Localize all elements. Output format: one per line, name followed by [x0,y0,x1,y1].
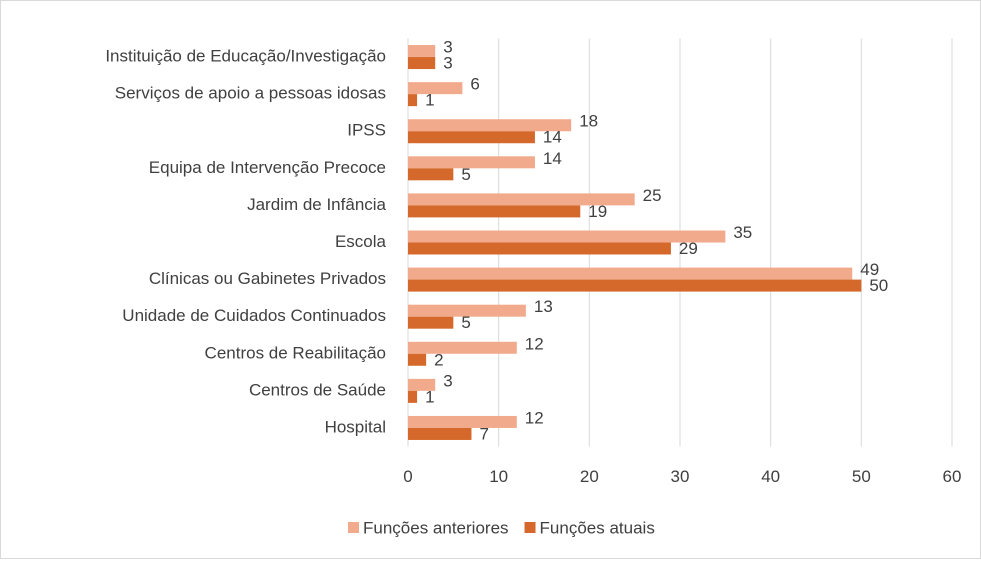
data-label: 12 [525,334,544,353]
y-tick-label: Clínicas ou Gabinetes Privados [149,269,386,288]
x-tick-label: 0 [403,467,412,486]
bar [408,119,572,132]
data-label: 13 [534,297,553,316]
y-tick-label: Hospital [325,417,386,436]
data-label: 1 [425,91,434,110]
legend-swatch [348,522,359,533]
data-label: 19 [588,202,607,221]
bar [408,230,726,243]
bar [408,242,671,255]
data-label: 50 [869,276,888,295]
bar [408,45,436,58]
data-label: 2 [434,350,443,369]
y-tick-label: Unidade de Cuidados Continuados [122,306,386,325]
bar [408,82,463,95]
bar [408,168,454,181]
data-label: 5 [461,165,470,184]
data-label: 7 [479,424,488,443]
y-tick-label: Equipa de Intervenção Precoce [149,158,386,177]
y-tick-label: IPSS [347,121,386,140]
bar [408,341,517,354]
data-label: 6 [470,75,479,94]
legend-swatch [524,522,536,533]
y-tick-label: Escola [335,232,387,251]
data-label: 1 [425,387,434,406]
data-label: 35 [733,223,752,242]
data-label: 3 [443,38,452,57]
y-tick-label: Centros de Saúde [249,380,386,399]
y-tick-label: Instituição de Educação/Investigação [105,47,386,66]
bar [408,131,535,144]
bar [408,390,418,403]
data-label: 29 [679,239,698,258]
data-label: 49 [860,260,879,279]
bar [408,57,436,70]
x-tick-label: 50 [852,467,871,486]
data-label: 3 [443,54,452,73]
bar [408,427,472,440]
x-tick-label: 60 [943,467,962,486]
x-tick-label: 30 [671,467,690,486]
bar [408,378,436,391]
x-tick-label: 20 [580,467,599,486]
bar [408,267,853,280]
bar [408,156,535,169]
data-label: 3 [443,371,452,390]
legend-label: Funções anteriores [363,518,509,537]
data-label: 14 [543,128,562,147]
bar [408,193,635,206]
bar [408,353,427,366]
y-tick-label: Serviços de apoio a pessoas idosas [115,84,386,103]
bar [408,316,454,329]
data-label: 18 [579,112,598,131]
data-label: 12 [525,408,544,427]
x-tick-label: 40 [761,467,780,486]
bar [408,304,526,317]
y-tick-label: Centros de Reabilitação [205,343,386,362]
x-tick-label: 10 [489,467,508,486]
bar [408,279,862,292]
data-label: 5 [461,313,470,332]
data-label: 25 [643,186,662,205]
y-tick-label: Jardim de Infância [247,195,386,214]
bar [408,94,418,107]
bar [408,415,517,428]
data-label: 14 [543,149,562,168]
bar [408,205,581,218]
legend-label: Funções atuais [540,518,655,537]
